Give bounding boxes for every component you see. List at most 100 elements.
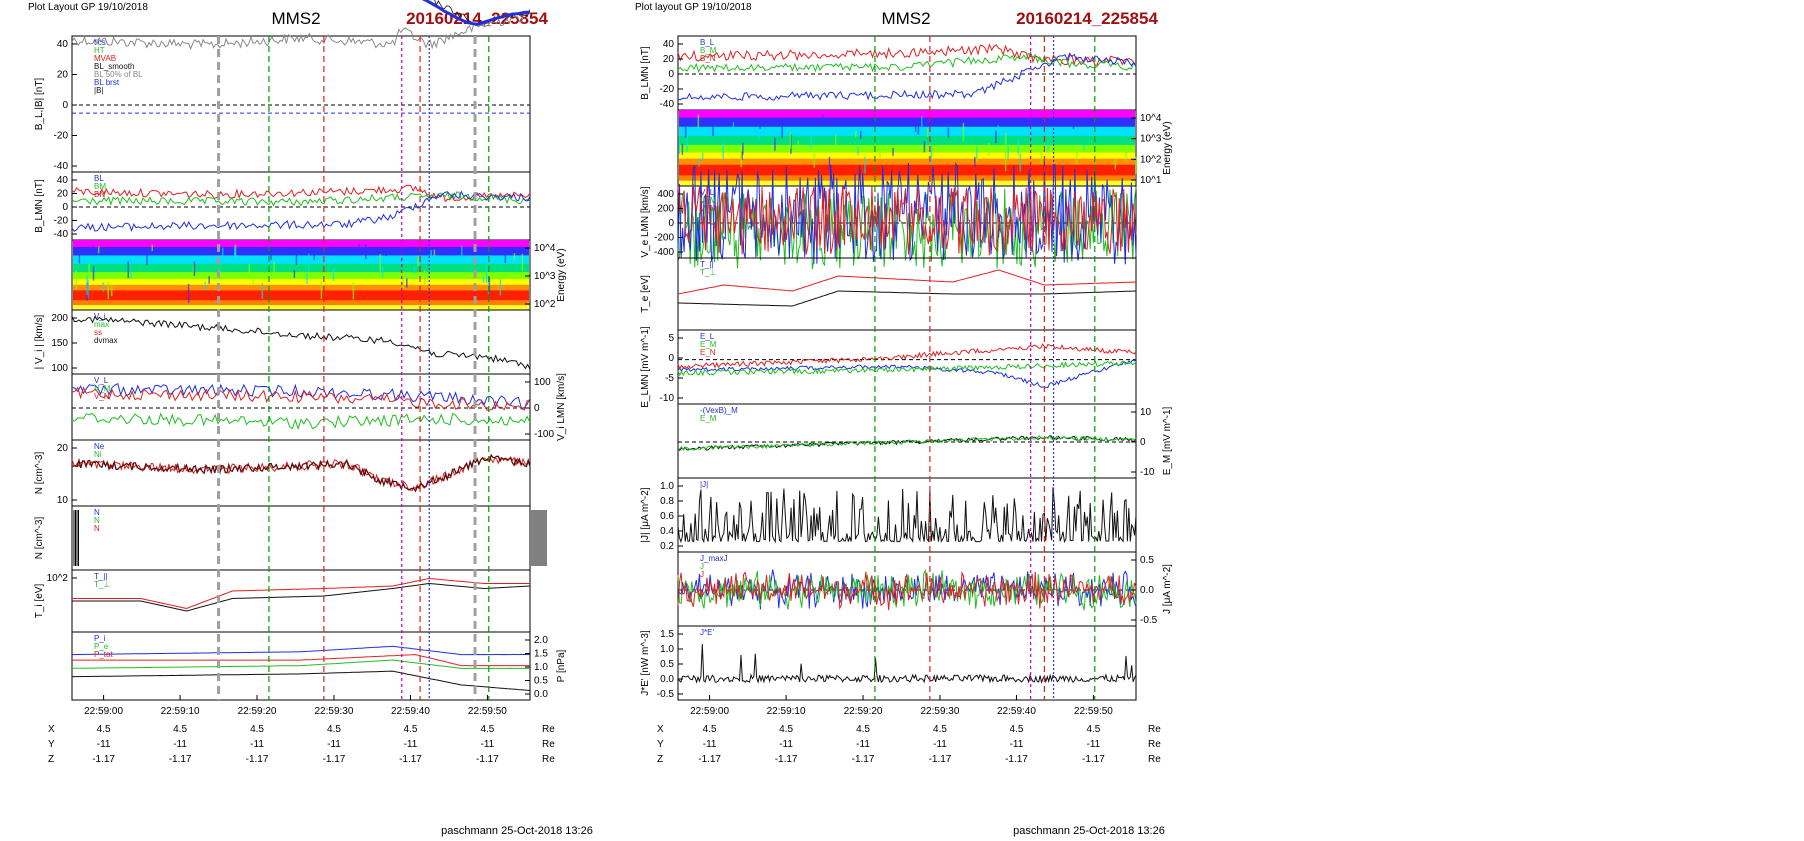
left-footer: paschmann 25-Oct-2018 13:26	[441, 825, 593, 837]
left-xtick-label: 22:59:30	[315, 706, 354, 717]
right-ytick-left: -400	[654, 247, 674, 258]
left-panel-3-spectro-band-streak	[402, 270, 404, 289]
left-panel-frame	[71, 505, 531, 571]
left-panel-3-spectro-band-streak	[313, 249, 315, 260]
left-legend-entry: BN	[94, 190, 105, 199]
left-eph-label: X	[48, 724, 55, 735]
left-ytick-left: 100	[51, 363, 68, 374]
right-panel-2-spectro-band-streak	[976, 153, 978, 162]
right-panel-2-spectro-band-streak	[740, 154, 742, 168]
right-panel-2-spectro-band-streak	[781, 119, 783, 139]
left-spacecraft-title: MMS2	[271, 9, 320, 28]
right-eph-unit: Re	[1148, 724, 1161, 735]
right-panel-2-spectro-band-streak	[759, 117, 761, 129]
left-panel-1-trace-gray	[71, 10, 531, 51]
right-legend-entry: J	[700, 562, 704, 571]
right-ytick-left: 0.5	[660, 659, 674, 670]
left-panel-3-spectro-band-streak	[295, 252, 298, 265]
right-ytick-right: -10	[1140, 467, 1155, 478]
left-eph-value: 4.5	[250, 724, 264, 735]
right-panel-2-spectro-band	[679, 126, 1135, 137]
left-ytick-right: 0.5	[534, 676, 548, 687]
right-panel-2-spectro-band-streak	[822, 115, 824, 124]
left-ytick-right: 0.0	[534, 689, 548, 700]
right-xtick-label: 22:59:30	[921, 706, 960, 717]
right-panel-2-spectro-band-streak	[1003, 136, 1005, 144]
left-legend-entry: N	[94, 508, 100, 517]
right-ytick-left: 0.0	[660, 674, 674, 685]
right-panel-2-spectro-band-streak	[962, 122, 965, 142]
right-panel-2	[677, 109, 1138, 187]
left-ytick-right: 0	[534, 403, 540, 414]
left-panel-3-spectro-band-streak	[504, 251, 507, 263]
left-ytick-right: 10^3	[534, 271, 556, 282]
left-panel-3-spectro-band-streak	[127, 261, 129, 278]
right-eph-value: -1.17	[852, 754, 875, 765]
right-panel-2-spectro-band	[679, 117, 1135, 128]
left-ytick-left: -20	[54, 216, 69, 227]
right-panel-frame	[677, 625, 1137, 701]
right-ytick-left: -10	[660, 393, 675, 404]
right-panel-8	[677, 551, 1137, 627]
right-panel-2-spectro-band-streak	[828, 156, 831, 171]
right-panel-2-spectro-band-streak	[1040, 152, 1043, 165]
left-panel-3-spectro-band-streak	[261, 283, 264, 299]
left-legend-entry: BL_smooth	[94, 62, 134, 71]
left-legend-entry: t'cs	[94, 38, 106, 47]
right-panel-2-spectro-band-streak	[789, 131, 792, 150]
right-panel-2-spectro-band-streak	[686, 136, 688, 152]
right-eph-value: 4.5	[703, 724, 717, 735]
right-panel-2-spectro-band-streak	[701, 152, 704, 160]
left-panel-5-trace-blue	[71, 383, 531, 410]
left-legend-entry: V_M	[94, 384, 111, 393]
right-panel-2-spectro-band-streak	[1004, 151, 1007, 172]
left-panel-2	[71, 171, 531, 241]
right-panel-1	[677, 35, 1137, 111]
right-spacecraft-title: MMS2	[881, 9, 930, 28]
right-eph-label: Z	[657, 754, 663, 765]
left-eph-value: -11	[404, 739, 418, 750]
left-panel-4-trace-black	[71, 315, 531, 370]
right-panel-2-spectro-band-streak	[1072, 117, 1075, 130]
left-legend-entry: P_e	[94, 642, 109, 651]
left-legend-entry: BL	[94, 174, 104, 183]
left-panel-3-spectro-band-streak	[413, 266, 416, 274]
left-panel-3-spectro-band-streak	[417, 255, 419, 267]
right-eph-value: -1.17	[698, 754, 721, 765]
right-panel-4-trace-black	[678, 290, 1137, 307]
left-panel-9-trace-black	[72, 670, 531, 691]
left-panel-1-trace-black	[434, 0, 531, 27]
right-panel-2-spectro-band-streak	[997, 125, 1000, 134]
left-ytick-left: -20	[54, 131, 69, 142]
right-panel-2-spectro-band-streak	[859, 130, 862, 139]
right-eph-value: 4.5	[1010, 724, 1024, 735]
right-panel-2-spectro-band-streak	[995, 130, 997, 144]
right-eph-value: -11	[1087, 739, 1101, 750]
left-xtick-label: 22:59:40	[391, 706, 430, 717]
left-panel-3-spectro-band	[73, 305, 529, 311]
right-eph-value: 4.5	[1086, 724, 1100, 735]
left-legend-entry: |B|	[94, 86, 104, 95]
left-eph-value: -1.17	[476, 754, 499, 765]
right-panel-2-spectro-band-streak	[1017, 138, 1020, 155]
left-panel-3-spectro-band-streak	[86, 275, 88, 295]
left-legend-entry: ss	[94, 328, 102, 337]
right-panel-4	[677, 257, 1137, 331]
left-panel-3-spectro-band-streak	[146, 251, 148, 266]
right-panel-6-trace-green	[677, 434, 1137, 451]
right-legend-entry: B_M	[700, 46, 717, 55]
right-panel-2-spectro-band-streak	[678, 136, 680, 155]
right-eph-unit: Re	[1148, 754, 1161, 765]
left-panel-3-spectro-band-streak	[308, 253, 310, 272]
left-panel-1-trace-smooth	[421, 0, 531, 26]
left-panel-3-spectro-band-streak	[423, 269, 426, 287]
right-eph-value: -1.17	[1005, 754, 1028, 765]
right-footer: paschmann 25-Oct-2018 13:26	[1013, 825, 1165, 837]
right-panel-2-spectro-band	[679, 144, 1135, 154]
left-eph-value: -11	[327, 739, 341, 750]
left-panel-3-spectro-band	[73, 272, 529, 280]
left-eph-value: -11	[173, 739, 187, 750]
left-panel-3-spectro-band-streak	[485, 265, 488, 283]
right-eph-label: Y	[657, 739, 664, 750]
left-eph-value: 4.5	[404, 724, 418, 735]
